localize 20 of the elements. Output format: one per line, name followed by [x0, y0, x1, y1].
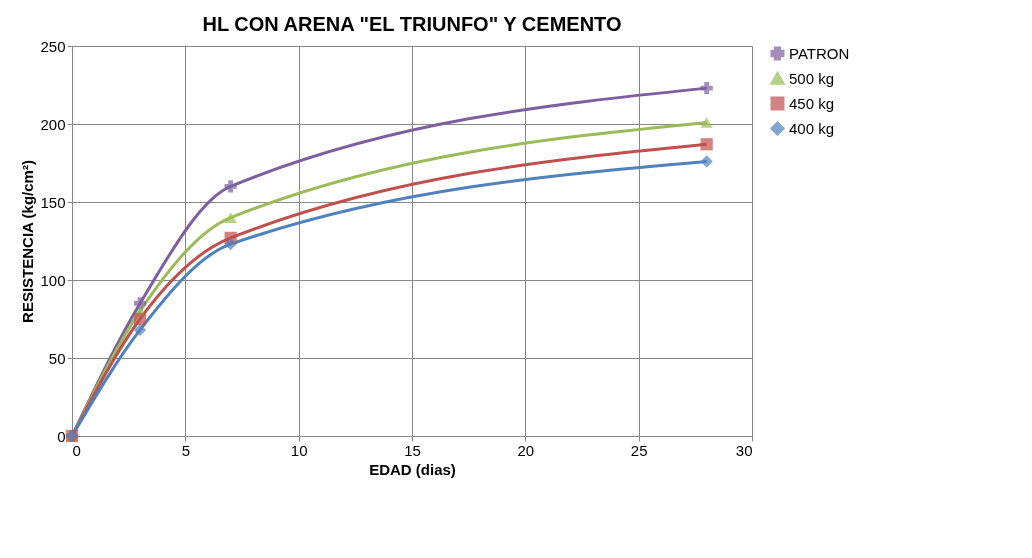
legend-label: PATRON: [789, 44, 850, 62]
x-tick-label: 25: [630, 441, 648, 459]
y-tick-label: 150: [40, 193, 66, 211]
legend-label: 400 kg: [789, 119, 835, 137]
legend-label: 500 kg: [789, 69, 835, 87]
legend-label: 450 kg: [789, 94, 835, 112]
y-tick-label: 200: [40, 115, 66, 133]
y-tick-label: 0: [57, 427, 66, 445]
y-tick-label: 250: [40, 37, 66, 55]
y-axis-title: RESISTENCIA (kg/cm²): [19, 160, 37, 323]
x-tick-label: 30: [735, 441, 753, 459]
x-tick-label: 15: [404, 441, 421, 459]
x-axis-title: EDAD (dias): [369, 460, 456, 478]
y-tick-label: 50: [48, 349, 66, 367]
x-tick-label: 20: [517, 441, 535, 459]
x-tick-label: 5: [181, 441, 191, 459]
chart-title: HL CON ARENA "EL TRIUNFO" Y CEMENTO: [202, 13, 622, 35]
x-tick-label: 10: [290, 441, 308, 459]
x-tick-label: 0: [72, 441, 81, 459]
y-tick-label: 100: [40, 271, 66, 289]
